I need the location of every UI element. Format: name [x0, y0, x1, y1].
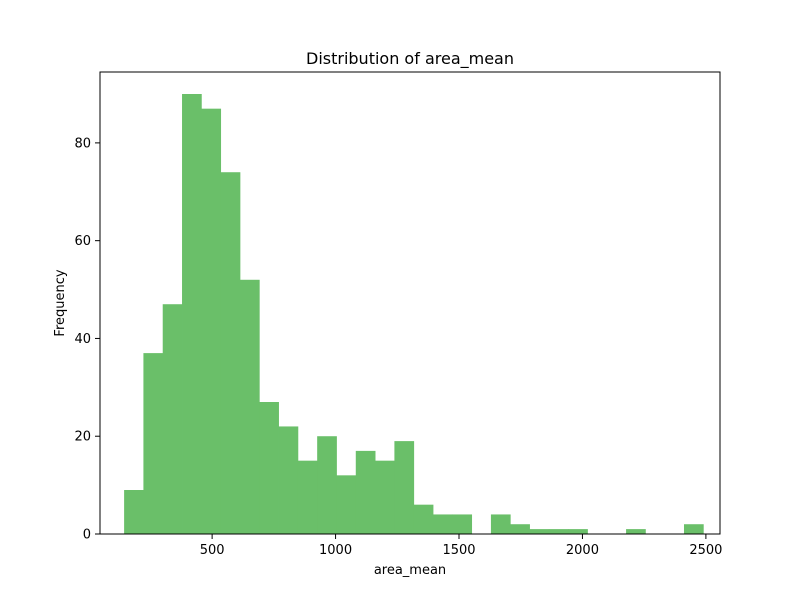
histogram-bar — [182, 94, 202, 534]
y-tick-label: 80 — [74, 136, 91, 151]
histogram-bar — [626, 529, 646, 534]
histogram-bar — [529, 529, 550, 534]
histogram-bar — [317, 436, 337, 534]
histogram-bar — [490, 514, 511, 534]
histogram-bar — [355, 450, 376, 534]
x-tick-label: 2000 — [566, 543, 599, 558]
y-tick-label: 40 — [74, 332, 91, 347]
x-tick-label: 1000 — [319, 543, 352, 558]
histogram-bar — [162, 304, 183, 534]
histogram-bar — [220, 172, 241, 534]
plot-frame — [99, 71, 721, 535]
histogram-bar — [548, 529, 569, 534]
y-tick-label: 60 — [74, 234, 91, 249]
histogram-bar — [278, 426, 299, 534]
y-tick-label: 20 — [74, 430, 91, 445]
histogram-bar — [413, 504, 434, 534]
x-axis-label: area_mean — [374, 563, 446, 578]
histogram-bar — [239, 279, 260, 534]
chart-title: Distribution of area_mean — [306, 49, 514, 69]
histogram-bar — [452, 514, 473, 534]
x-axis: 500 1000 1500 2000 2500 — [200, 534, 722, 558]
histogram-bar — [568, 529, 588, 534]
histogram-bar — [297, 460, 318, 534]
histogram-bar — [201, 108, 222, 535]
histogram-bar — [336, 475, 357, 534]
x-tick-label: 500 — [200, 543, 225, 558]
histogram-bar — [143, 353, 164, 534]
y-axis: 0 20 40 60 80 — [74, 136, 100, 543]
histogram-bar — [124, 490, 144, 534]
histogram-bar — [259, 402, 279, 534]
histogram-bar — [375, 460, 395, 534]
y-tick-label: 0 — [83, 528, 91, 543]
histogram-bar — [433, 514, 453, 534]
histogram-bar — [683, 524, 704, 534]
histogram-bar — [394, 441, 415, 534]
histogram-bar — [510, 524, 530, 534]
x-tick-label: 1500 — [442, 543, 475, 558]
x-tick-label: 2500 — [689, 543, 722, 558]
bars-group — [124, 94, 704, 535]
y-axis-label: Frequency — [53, 269, 68, 336]
